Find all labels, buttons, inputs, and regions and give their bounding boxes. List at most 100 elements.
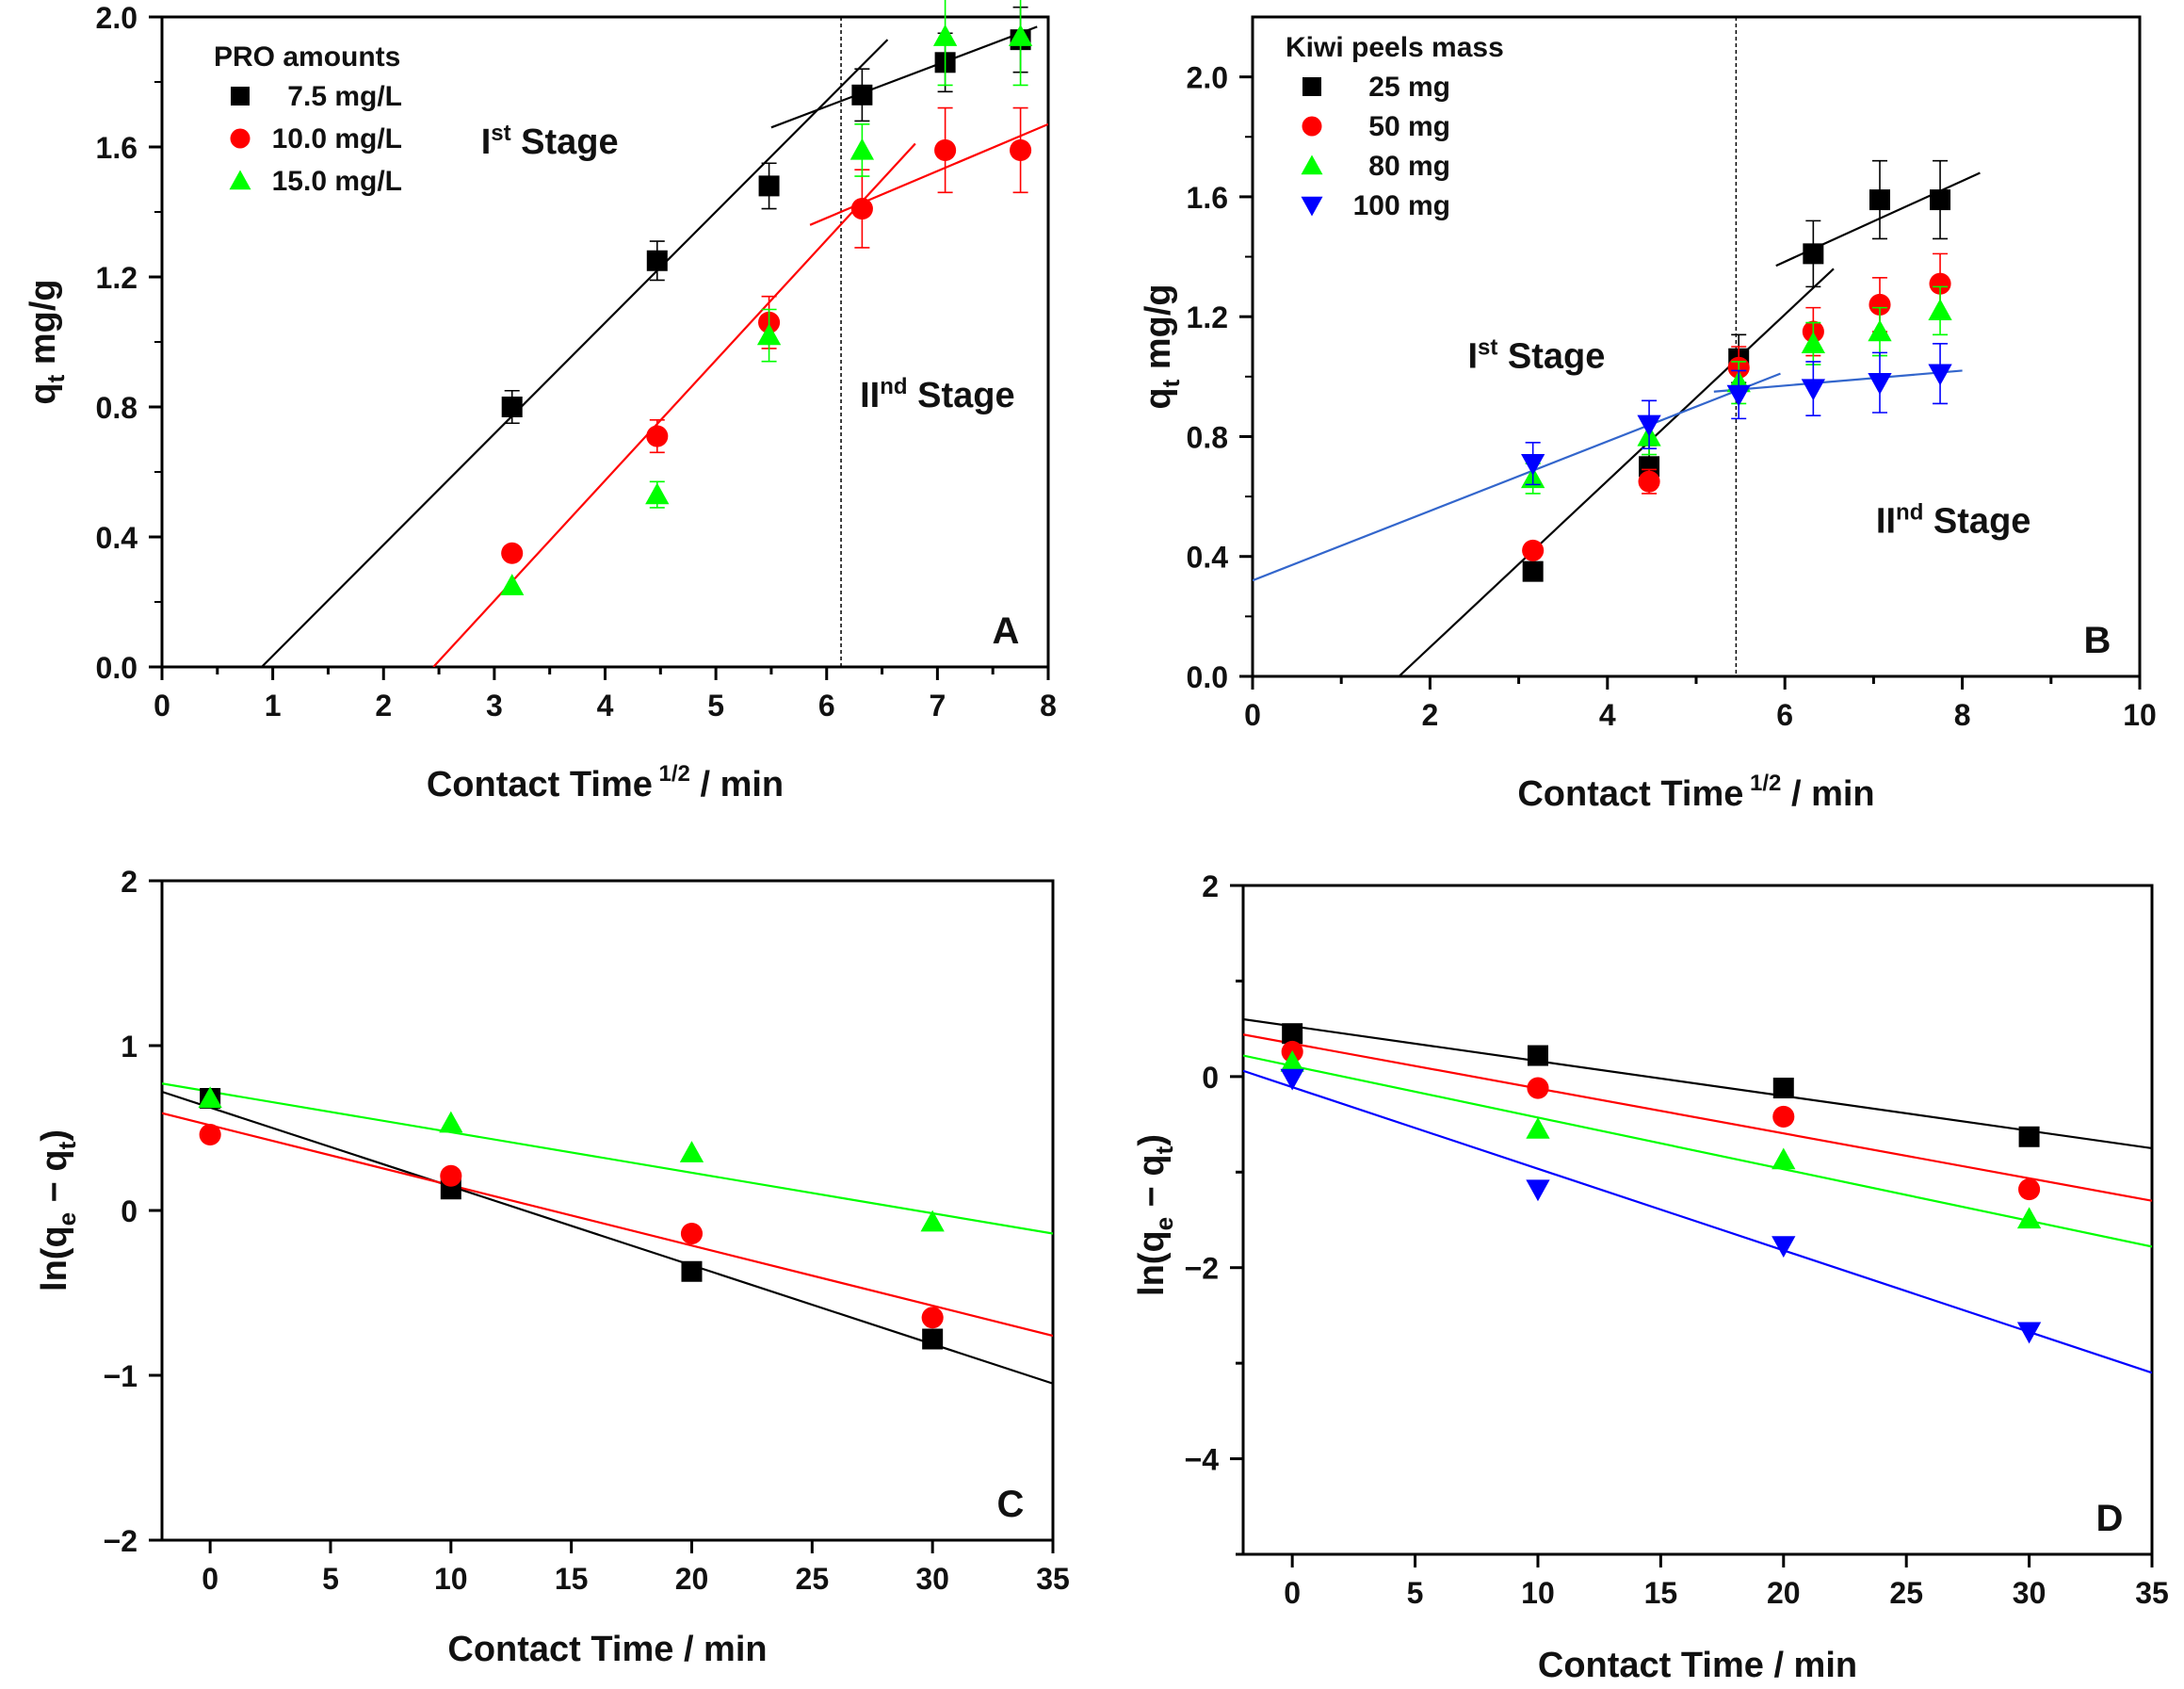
x-tick-label: 10	[434, 1562, 468, 1596]
x-tick-label: 0	[202, 1562, 218, 1596]
x-tick-label: 8	[1040, 689, 1057, 723]
x-tick-label: 7	[929, 689, 946, 723]
data-point	[850, 198, 873, 220]
data-point	[1868, 319, 1892, 342]
fit-line	[1243, 1033, 2152, 1202]
data-point	[680, 1222, 704, 1245]
data-point	[1008, 24, 1033, 46]
x-tick-label: 0	[154, 689, 170, 723]
fit-lines	[1253, 171, 1981, 676]
fit-line	[162, 1090, 1053, 1385]
data-point	[198, 1086, 222, 1109]
data-point	[1869, 293, 1891, 317]
fit-line	[1398, 268, 1835, 676]
x-tick-label: 4	[1599, 698, 1616, 732]
x-tick-label: 20	[675, 1562, 709, 1596]
y-axis-title: ln(qe − qt)	[35, 1129, 81, 1291]
data-point	[1282, 1023, 1303, 1045]
fit-line	[261, 39, 889, 667]
x-tick-label: 2	[375, 689, 392, 723]
legend-label: 25 mg	[1368, 72, 1450, 103]
legend-label: 50 mg	[1368, 111, 1450, 142]
x-tick-label: 15	[1644, 1576, 1678, 1610]
legend-marker	[1302, 116, 1322, 137]
series-1	[1282, 1023, 2040, 1147]
x-tick-label: 10	[2123, 698, 2157, 732]
series-3	[500, 0, 1033, 595]
fit-line	[1243, 1069, 2152, 1374]
y-tick-label: 0.8	[1187, 420, 1228, 454]
x-axis-title: Contact Time / min	[1538, 1646, 1857, 1685]
legend-marker	[230, 128, 251, 149]
x-axis-title: Contact Time 1/2 / min	[427, 761, 784, 804]
y-tick-label: 1.2	[96, 261, 138, 295]
data-point	[756, 323, 782, 346]
legend-title: Kiwi peels mass	[1286, 32, 1504, 63]
stage-2-label: IInd Stage	[1876, 499, 2031, 541]
data-point	[932, 24, 958, 46]
data-point	[199, 1123, 221, 1146]
data-point	[1869, 189, 1890, 211]
y-tick-label: 2	[121, 865, 138, 899]
y-tick-label: 1	[121, 1030, 138, 1064]
y-tick-label: −2	[104, 1524, 138, 1558]
y-tick-label: −1	[104, 1359, 138, 1393]
legend-marker	[1301, 154, 1323, 175]
fit-line	[1243, 1017, 2152, 1150]
x-tick-label: 6	[818, 689, 835, 723]
x-tick-label: 10	[1521, 1576, 1555, 1610]
data-point	[1280, 1049, 1304, 1072]
x-tick-label: 15	[555, 1562, 589, 1596]
series-3	[1280, 1049, 2042, 1229]
x-tick-label: 30	[915, 1562, 949, 1596]
legend-label: 80 mg	[1368, 151, 1450, 182]
plot-frame	[160, 15, 1050, 669]
data-point	[1928, 299, 1952, 320]
stage-1-label: Ist Stage	[1467, 334, 1605, 376]
data-point	[2018, 1177, 2041, 1201]
x-tick-label: 0	[1284, 1576, 1301, 1610]
plot-frame	[1241, 884, 2154, 1556]
series-3	[198, 1086, 945, 1232]
legend-label: 7.5 mg/L	[287, 81, 402, 112]
data-point	[646, 250, 668, 271]
data-point	[934, 138, 957, 161]
x-axis-title: Contact Time / min	[447, 1630, 767, 1669]
panel-b: 0 2 4 6 8 10 0.0 0.4 0.8 1.2 1.6 2.0 Kiwi peels mass…	[1139, 15, 2157, 814]
panel-letter: C	[997, 1484, 1025, 1525]
data-point	[501, 542, 524, 564]
data-point	[1639, 456, 1660, 478]
panel-d: 0 5 10 15 20 25 30 35 −4 −2 0 2 D Contact Time / min l…	[1132, 869, 2169, 1685]
data-point	[1527, 1045, 1548, 1066]
y-tick-label: 2	[1202, 869, 1219, 903]
data-point	[1521, 453, 1545, 476]
legend: Kiwi peels mass 25 mg 50 mg 80 mg 100 mg	[1286, 32, 1504, 221]
y-tick-label: 0.4	[96, 521, 138, 555]
y-tick-label: 1.2	[1187, 300, 1228, 334]
data-point	[1801, 332, 1825, 353]
legend-label: 10.0 mg/L	[272, 123, 402, 154]
data-point	[1930, 189, 1951, 211]
y-tick-label: 2.0	[1187, 61, 1228, 95]
legend-title: PRO amounts	[214, 41, 400, 73]
fit-line	[809, 122, 1048, 226]
fit-lines	[162, 1082, 1053, 1385]
data-point	[1771, 1147, 1796, 1170]
data-point	[1638, 470, 1660, 493]
x-tick-label: 8	[1954, 698, 1971, 732]
series-1	[1522, 159, 1951, 582]
y-axis-title: ln(qe − qt)	[1132, 1134, 1178, 1296]
series-2	[199, 1123, 944, 1329]
x-axis-title: Contact Time 1/2 / min	[1517, 771, 1874, 814]
y-tick-label: 0.4	[1187, 541, 1229, 575]
data-point	[1522, 560, 1544, 582]
y-tick-label: 0.0	[1187, 660, 1228, 694]
x-tick-label: 25	[1889, 1576, 1923, 1610]
y-axis-title: qt mg/g	[1139, 284, 1185, 409]
data-point	[1527, 1077, 1549, 1099]
data-point	[679, 1141, 704, 1162]
panel-a: 0 1 2 3 4 5 6 7 8 0.0 0.4 0.8 1.2 1.6 2.0 PRO amounts 7.…	[24, 0, 1057, 804]
legend-marker	[1301, 196, 1323, 217]
y-tick-label: 2.0	[96, 1, 138, 35]
